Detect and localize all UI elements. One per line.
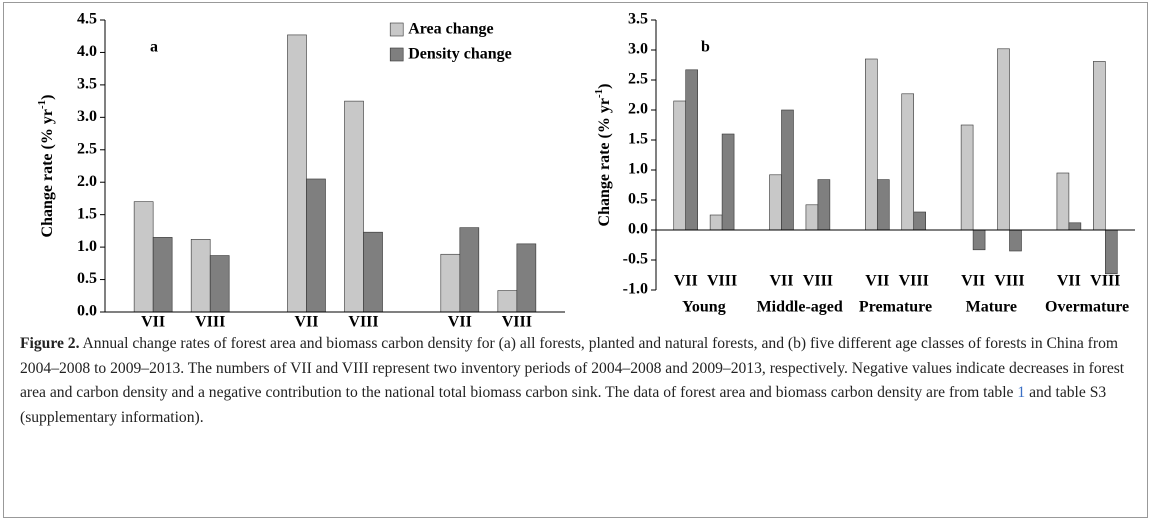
bar — [901, 93, 915, 231]
caption-end: and table S3 (supplementary information)… — [20, 384, 1107, 426]
group-label: Young — [682, 299, 726, 316]
bar — [1105, 229, 1118, 275]
bar — [721, 133, 735, 231]
table-link[interactable]: 1 — [1017, 384, 1026, 401]
bar — [1068, 222, 1082, 231]
bar — [865, 58, 878, 231]
y-tick-label: 3.5 — [77, 76, 97, 93]
group-label: Mature — [966, 299, 1017, 316]
bar — [516, 243, 537, 313]
y-label-end: ) — [596, 84, 613, 89]
y-tick-label: 1.0 — [628, 161, 648, 178]
bar — [769, 174, 782, 231]
y-tick-label: 4.5 — [77, 11, 97, 28]
bar — [497, 290, 518, 313]
figure-charts: 0.0 0.5 1.0 1.5 2.0 2.5 3.0 3.5 4.0 4.5 Change rat… — [36, 11, 1135, 330]
y-tick-label: 3.5 — [628, 11, 648, 28]
x-tick-label: VIII — [994, 273, 1024, 290]
x-tick-label: VIII — [803, 273, 833, 290]
y-label-sup: -1 — [36, 100, 48, 109]
y-tick-label: 3.0 — [77, 108, 97, 125]
legend-swatch — [389, 47, 404, 62]
x-tick-label: VII — [294, 314, 318, 330]
bar — [1056, 172, 1070, 231]
caption: Figure 2. Annual change rates of forest … — [20, 332, 1135, 430]
bar — [673, 100, 686, 231]
caption-label: Figure 2. — [20, 335, 80, 352]
y-tick-label: 0.5 — [77, 270, 97, 287]
y-tick-label: 0.0 — [628, 221, 648, 238]
bar — [817, 179, 831, 231]
x-tick-label: VIII — [195, 314, 225, 330]
y-label-end: ) — [39, 95, 56, 100]
bar — [1093, 61, 1106, 231]
group-label: Overmature — [1045, 299, 1129, 316]
y-tick-label: -1.0 — [623, 281, 648, 298]
legend-swatch — [389, 22, 404, 37]
y-label-text: Change rate (% yr — [39, 109, 56, 237]
y-tick-label: 2.0 — [77, 173, 97, 190]
bar — [190, 239, 211, 313]
y-tick-label: 0.5 — [628, 191, 648, 208]
y-axis-label: Change rate (% yr-1) — [36, 95, 56, 238]
bar — [152, 237, 173, 313]
bar — [440, 253, 461, 313]
x-tick-label: VIII — [1090, 273, 1120, 290]
y-tick-label: 2.0 — [628, 101, 648, 118]
bar — [685, 69, 698, 231]
group-label: Middle-aged — [757, 299, 843, 316]
y-tick-label: 1.0 — [77, 238, 97, 255]
y-tick-label: 3.0 — [628, 41, 648, 58]
x-tick-label: VIII — [348, 314, 378, 330]
bar — [876, 179, 890, 231]
panel-label: b — [701, 39, 710, 56]
y-label-text: Change rate (% yr — [596, 98, 613, 226]
y-tick-label: 0.0 — [77, 303, 97, 320]
x-tick-label: VII — [141, 314, 165, 330]
y-axis-label: Change rate (% yr-1) — [593, 84, 613, 227]
legend-label: Area change — [408, 21, 493, 38]
x-tick-label: VIII — [899, 273, 929, 290]
x-tick-label: VII — [865, 273, 889, 290]
y-tick-label: -0.5 — [623, 251, 648, 268]
x-tick-label: VII — [1057, 273, 1081, 290]
group-label: Premature — [859, 299, 932, 316]
caption-text: Annual change rates of forest area and b… — [20, 335, 1125, 401]
x-tick-label: VII — [769, 273, 793, 290]
legend-label: Density change — [408, 46, 512, 63]
bar — [133, 201, 154, 313]
x-tick-label: VIII — [502, 314, 532, 330]
y-tick-label: 4.0 — [77, 43, 97, 60]
bar — [1009, 229, 1022, 252]
bar — [913, 211, 926, 231]
x-tick-label: VII — [674, 273, 698, 290]
bar — [459, 227, 480, 313]
x-tick-label: VII — [448, 314, 472, 330]
y-label-sup: -1 — [593, 89, 605, 98]
bar — [209, 255, 230, 313]
bar — [306, 178, 326, 313]
figure-frame — [3, 2, 1148, 518]
bar — [997, 48, 1010, 231]
bar — [781, 109, 794, 231]
x-tick-label: VII — [961, 273, 985, 290]
bar — [709, 214, 723, 231]
bar — [972, 229, 986, 251]
bar — [287, 34, 307, 313]
y-tick-label: 1.5 — [628, 131, 648, 148]
bar — [344, 100, 364, 313]
y-tick-label: 2.5 — [77, 140, 97, 157]
bar — [960, 124, 974, 231]
y-tick-label: 1.5 — [77, 205, 97, 222]
x-tick-label: VIII — [707, 273, 737, 290]
panel-label: a — [150, 39, 158, 56]
bar — [805, 204, 819, 231]
bar — [363, 231, 383, 313]
y-tick-label: 2.5 — [628, 71, 648, 88]
